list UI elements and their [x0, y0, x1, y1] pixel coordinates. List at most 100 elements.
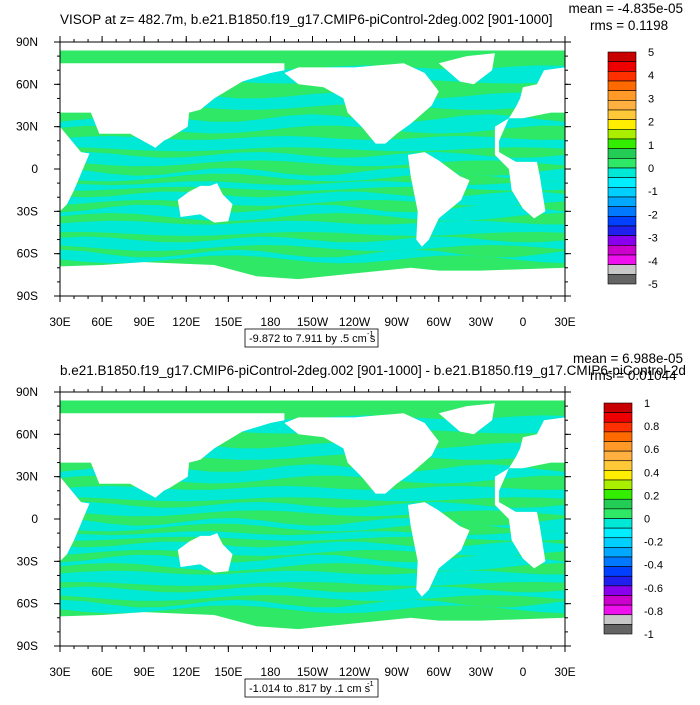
y-tick-label: 30S [17, 204, 38, 218]
cyan-band [60, 531, 565, 541]
range-note-exponent: -1 [367, 329, 374, 338]
y-tick-label: 90N [16, 385, 38, 399]
cyan-band [60, 599, 565, 614]
colorbar-box [603, 527, 633, 539]
colorbar-box [607, 109, 637, 120]
colorbar-box [607, 71, 637, 82]
colorbar-label: -1 [648, 186, 658, 198]
land-mask [60, 413, 285, 498]
colorbar-label: -0.6 [644, 583, 663, 595]
colorbar-label: -5 [648, 279, 658, 291]
x-tick-label: 120W [339, 665, 371, 679]
colorbar-box [603, 431, 633, 442]
land-mask [177, 183, 233, 223]
colorbar-box [603, 547, 633, 558]
x-tick-label: 30E [49, 315, 70, 329]
colorbar-box [603, 537, 633, 548]
colorbar-box [603, 441, 633, 452]
land-mask [60, 476, 90, 562]
colorbar-label: 5 [648, 47, 654, 59]
x-tick-label: 120E [172, 315, 200, 329]
cyan-band [60, 151, 565, 167]
x-tick-label: 150W [297, 665, 329, 679]
land-mask [438, 53, 495, 85]
colorbar-label: 0 [644, 514, 650, 526]
land-mask [494, 118, 546, 219]
land-mask [284, 413, 439, 494]
colorbar-box [607, 187, 637, 198]
land-mask [60, 392, 565, 401]
range-note: -9.872 to 7.911 by .5 cm s [249, 333, 376, 345]
colorbar-box [603, 470, 633, 481]
y-tick-label: 60S [17, 247, 38, 261]
colorbar-label: -0.4 [644, 560, 663, 572]
colorbar-box [607, 206, 637, 217]
x-tick-label: 30E [554, 315, 575, 329]
stat-rms: rms = 0.1198 [590, 18, 668, 33]
colorbar-box [607, 274, 637, 285]
colorbar-box [603, 604, 633, 616]
y-tick-label: 90N [16, 35, 38, 49]
x-tick-label: 120E [172, 665, 200, 679]
colorbar-box [603, 575, 633, 587]
colorbar-box [603, 498, 633, 510]
colorbar-box [607, 264, 637, 275]
y-tick-label: 0 [31, 512, 38, 526]
range-note-exponent: -1 [367, 679, 374, 688]
x-tick-label: 90W [384, 315, 409, 329]
cyan-band [60, 249, 565, 264]
colorbar-box [607, 80, 637, 91]
colorbar-box [607, 196, 637, 207]
land-mask [60, 612, 565, 646]
colorbar-label: 3 [648, 93, 654, 105]
cyan-band [60, 181, 565, 191]
x-tick-label: 60E [91, 315, 112, 329]
x-tick-label: 60W [426, 315, 451, 329]
colorbar-box [603, 624, 633, 635]
colorbar-box [603, 479, 633, 490]
land-mask [508, 67, 565, 119]
land-mask [407, 152, 470, 247]
x-tick-label: 60E [91, 665, 112, 679]
cyan-band [60, 570, 565, 586]
land-mask [177, 533, 233, 573]
colorbar-box [603, 585, 633, 596]
x-tick-label: 30W [468, 665, 493, 679]
x-tick-label: 120W [339, 315, 371, 329]
y-tick-label: 90S [17, 639, 38, 653]
map-panel-1: 30E 60E 90E 120E 150E 180 150W 120W 90W 60W 30W 0 30… [16, 1, 683, 348]
ocean-field [60, 392, 565, 646]
colorbar-box [607, 216, 637, 227]
colorbar-label: 4 [648, 70, 654, 82]
colorbar-label: -0.8 [644, 606, 663, 618]
chart-title: b.e21.B1850.f19_g17.CMIP6-piControl-2deg… [60, 363, 686, 378]
land-mask [407, 502, 470, 597]
cyan-band [60, 501, 565, 517]
colorbar-box [607, 245, 637, 256]
stat-mean: mean = -4.835e-05 [569, 1, 683, 16]
colorbar-box [603, 508, 633, 519]
x-tick-label: 30E [554, 665, 575, 679]
colorbar-label: -1 [644, 629, 654, 641]
y-tick-label: 0 [31, 162, 38, 176]
colorbar-box [607, 225, 637, 236]
y-tick-label: 90S [17, 289, 38, 303]
chart-title: VISOP at z= 482.7m, b.e21.B1850.f19_g17.… [60, 12, 552, 27]
colorbar-box [607, 119, 637, 130]
colorbar-box [603, 450, 633, 462]
y-tick-label: 30N [16, 470, 38, 484]
x-tick-label: 0 [520, 665, 527, 679]
land-mask [60, 63, 285, 148]
x-tick-label: 150W [297, 315, 329, 329]
x-tick-label: 180 [260, 315, 280, 329]
colorbar-box [603, 556, 633, 567]
x-tick-label: 150E [214, 315, 242, 329]
stat-rms: rms = 0.01044 [590, 368, 677, 383]
colorbar-label: 1 [648, 140, 654, 152]
colorbar-box [603, 595, 633, 606]
y-tick-label: 60N [16, 427, 38, 441]
x-tick-label: 30E [49, 665, 70, 679]
y-tick-label: 60N [16, 77, 38, 91]
